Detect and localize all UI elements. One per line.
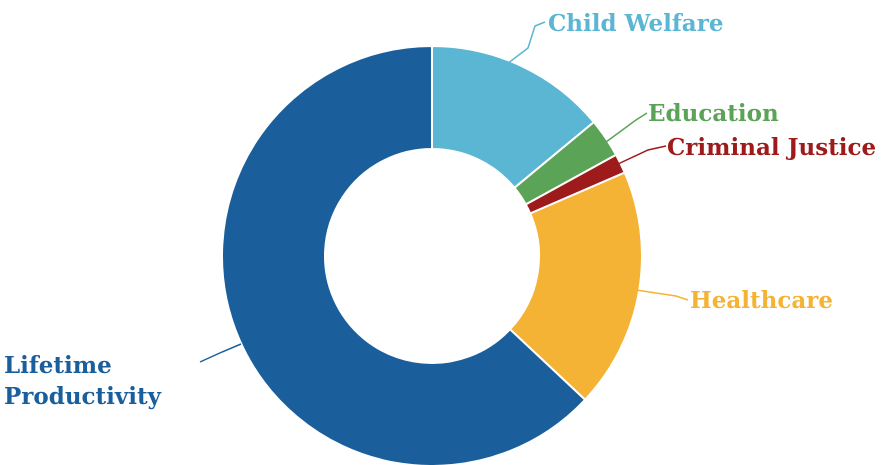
donut-slices xyxy=(221,44,643,465)
slice-lifetime-productivity xyxy=(221,44,587,465)
label-line: Education xyxy=(648,100,779,127)
label-line: Healthcare xyxy=(690,287,833,314)
slice-healthcare xyxy=(508,171,643,402)
slice-child-welfare xyxy=(431,44,596,190)
leader-line-criminal-justice xyxy=(617,145,667,165)
label-education: Education xyxy=(648,100,779,127)
label-line: Criminal Justice xyxy=(667,134,876,161)
label-line: Child Welfare xyxy=(548,10,723,37)
leader-lines xyxy=(199,21,689,363)
leader-line-lifetime-productivity xyxy=(199,343,242,363)
label-line: Lifetime xyxy=(4,352,112,379)
label-healthcare: Healthcare xyxy=(690,287,833,314)
label-lifetime-productivity: Lifetime Productivity xyxy=(4,352,162,410)
label-line: Productivity xyxy=(4,383,162,410)
label-criminal-justice: Criminal Justice xyxy=(667,134,876,161)
leader-line-healthcare xyxy=(635,289,689,301)
leader-line-education xyxy=(605,112,648,143)
label-child-welfare: Child Welfare xyxy=(548,10,723,37)
slice-labels: Child Welfare Education Criminal Justice He… xyxy=(4,10,876,410)
leader-line-child-welfare xyxy=(485,21,546,81)
